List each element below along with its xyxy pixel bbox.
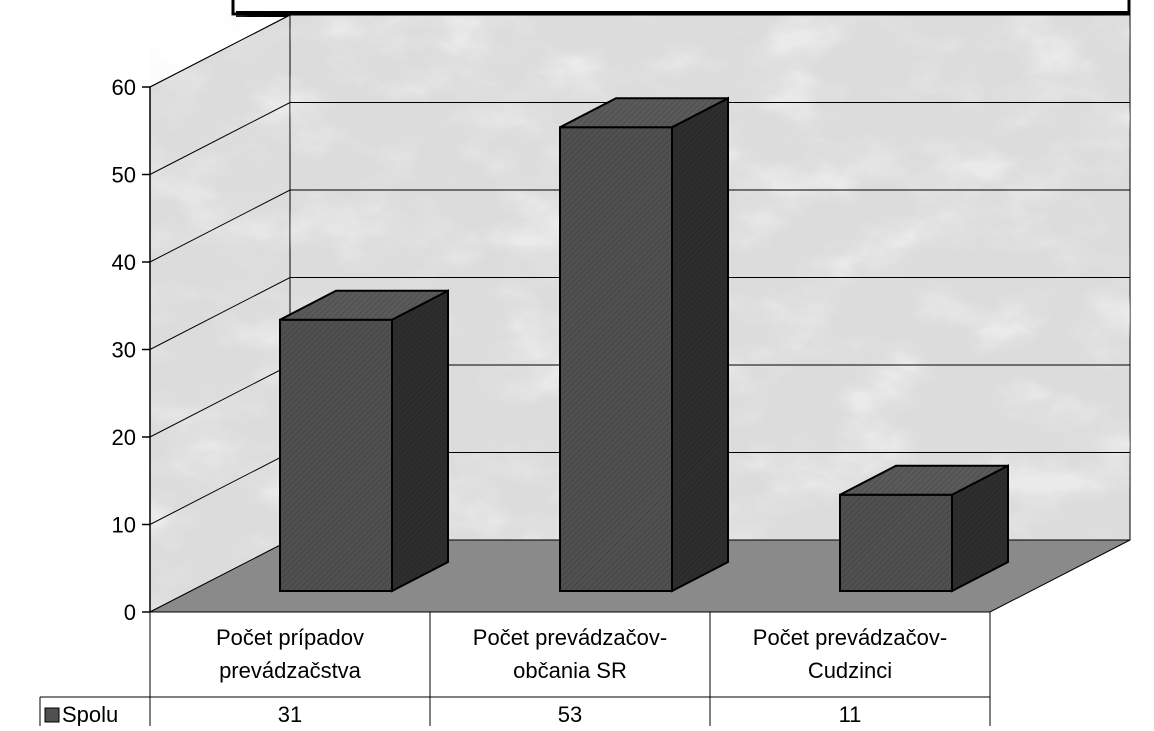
y-axis: 0 10 20 30 40 50 60 [112, 75, 151, 625]
data-table: Počet prípadov prevádzačstva Počet prevádz… [39, 612, 991, 727]
bars [279, 96, 1009, 593]
y-tick-label: 0 [124, 600, 136, 625]
bar-1 [279, 289, 449, 593]
gridline [149, 14, 1130, 88]
x-category-label: Cudzinci [808, 658, 892, 683]
y-tick-label: 50 [112, 163, 136, 188]
x-category-label: Počet prípadov [216, 625, 364, 650]
y-tick-label: 60 [112, 75, 136, 100]
bar-front-texture [840, 494, 952, 591]
bar-3 [839, 464, 1009, 593]
y-tick-label: 20 [112, 425, 136, 450]
bar-top-texture [560, 98, 728, 128]
table-value: 31 [278, 702, 302, 726]
bar-side-texture [392, 290, 448, 591]
x-category-label: občania SR [513, 658, 627, 683]
bar-front-texture [560, 127, 672, 591]
bar-front-texture [280, 319, 392, 591]
bar-2 [559, 96, 729, 593]
gridline [149, 102, 1130, 175]
bar-side-texture [952, 465, 1008, 591]
x-category-label: Počet prevádzačov- [753, 625, 947, 650]
y-tick-label: 10 [112, 513, 136, 538]
bar-top-texture [280, 290, 448, 320]
x-category-label: Počet prevádzačov- [473, 625, 667, 650]
y-tick-label: 30 [112, 338, 136, 363]
y-tick-label: 40 [112, 250, 136, 275]
bar-top-texture [840, 465, 1008, 495]
bar-side-texture [672, 98, 728, 591]
gridline [149, 277, 1130, 350]
legend-series-name: Spolu [62, 702, 118, 726]
x-category-label: prevádzačstva [219, 658, 362, 683]
table-value: 53 [558, 702, 582, 726]
gridline [149, 189, 1130, 263]
table-value: 11 [839, 702, 862, 726]
title-box [231, 0, 1131, 17]
legend-key [44, 707, 60, 723]
